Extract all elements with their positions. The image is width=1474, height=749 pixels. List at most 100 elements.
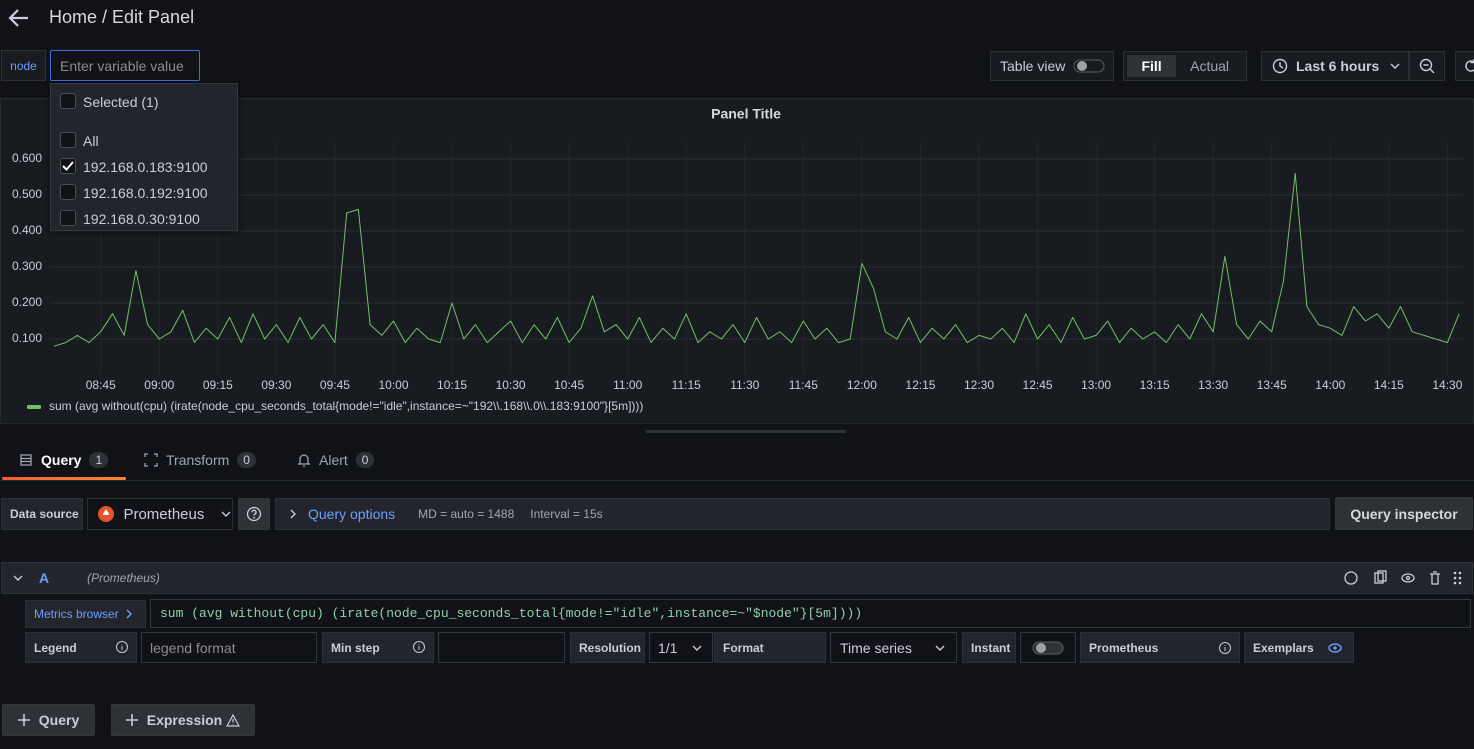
toggle[interactable] (1073, 58, 1105, 74)
query-inspector[interactable]: Query inspector (1335, 497, 1473, 530)
tabs: Query 1 Transform 0 Alert 0 (0, 446, 420, 480)
query-header: A (Prometheus) (1, 562, 1473, 594)
tab[interactable]: Query 1 (18, 452, 109, 468)
y-tick-label: 0.600 (12, 151, 42, 165)
checkbox-box (60, 93, 76, 109)
splitter[interactable] (646, 430, 846, 433)
refresh-icon (1465, 59, 1474, 72)
info-icon (413, 641, 425, 653)
chevron (692, 645, 702, 651)
query-source: (Prometheus) (87, 571, 160, 585)
zoom-out[interactable] (1409, 51, 1445, 81)
refresh[interactable] (1455, 51, 1474, 81)
y-tick-label: 0.500 (12, 187, 42, 201)
tab-count: 0 (237, 452, 256, 468)
variable-option[interactable]: All (51, 132, 237, 152)
tab[interactable]: Transform 0 (143, 452, 256, 468)
format-select[interactable]: Time series (830, 632, 957, 663)
y-tick-label: 0.300 (12, 259, 42, 273)
resolution-select[interactable]: 1/1 (649, 632, 713, 663)
option-label: 192.168.0.30:9100 (83, 211, 200, 227)
variable-option[interactable]: 192.168.0.183:9100 (51, 158, 237, 178)
min-step-input[interactable] (438, 632, 565, 663)
checkbox (60, 158, 76, 174)
add-expression[interactable]: Expression (111, 704, 255, 736)
datasource-select[interactable]: Prometheus (87, 498, 233, 530)
time-range: Last 6 hours (1296, 58, 1380, 74)
tab-count: 0 (355, 452, 375, 468)
query-editor[interactable]: sum (avg without(cpu) (irate(node_cpu_se… (150, 599, 1471, 628)
type-label: Prometheus (1080, 632, 1240, 663)
exemplars-label: Exemplars (1244, 632, 1354, 663)
format-value: Time series (840, 639, 912, 656)
prometheus-icon (98, 506, 114, 522)
icon-path (20, 454, 32, 466)
option-label: Selected (1) (83, 94, 159, 110)
chevron (126, 609, 132, 619)
y-tick-label: 0.100 (12, 331, 42, 345)
option-label: 192.168.0.183:9100 (83, 159, 208, 175)
variable-option[interactable]: 192.168.0.192:9100 (51, 184, 237, 204)
panel: Panel Title 0.100 0.200 0.300 0.400 0.500 0.6… (0, 98, 1474, 424)
clock-icon (1272, 58, 1288, 74)
add-expression-label: Expression (146, 712, 223, 728)
query-options[interactable]: Query options MD = auto = 1488 Interval … (275, 498, 1330, 530)
chevron (221, 511, 231, 517)
tab-icon (144, 453, 158, 467)
x-tick-label: 09:30 (261, 378, 291, 392)
tab-label: Alert (319, 452, 348, 468)
table-view[interactable]: Table view (990, 51, 1114, 81)
x-tick-label: 09:15 (203, 378, 233, 392)
tab-icon (20, 454, 32, 466)
selected-toggle[interactable]: Selected (1) (51, 93, 237, 113)
toggle (1032, 641, 1064, 654)
x-tick-label: 14:00 (1315, 378, 1345, 392)
series-line (53, 172, 1460, 347)
metrics-browser-label: Metrics browser (34, 607, 119, 621)
chevron (290, 509, 296, 519)
tab-label: Query (41, 452, 82, 468)
info-icon (116, 641, 128, 653)
collapse[interactable] (12, 572, 24, 584)
variable-input[interactable]: Enter variable value (50, 50, 200, 81)
checkbox-box (60, 210, 76, 226)
x-tick-label: 14:30 (1432, 378, 1462, 392)
datasource-name: Prometheus (123, 505, 205, 523)
max-data-points: MD = auto = 1488 (418, 507, 515, 521)
type-text: Prometheus (1089, 640, 1159, 655)
back-arrow[interactable] (8, 7, 30, 29)
icon-path (144, 453, 158, 467)
help-icon (246, 506, 262, 522)
metrics-browser[interactable]: Metrics browser (25, 600, 146, 628)
resolution-value: 1/1 (658, 639, 678, 656)
tab[interactable]: Alert 0 (296, 452, 375, 468)
time-picker[interactable]: Last 6 hours (1261, 51, 1409, 81)
query-actions[interactable] (1342, 570, 1472, 586)
x-tick-label: 09:00 (144, 378, 174, 392)
x-tick-label: 10:15 (437, 378, 467, 392)
variable-option[interactable]: 192.168.0.30:9100 (51, 210, 237, 230)
eye-icon[interactable] (1327, 641, 1343, 655)
fill-actual: Fill Actual (1123, 51, 1247, 81)
datasource-label: Data source (1, 498, 83, 530)
divider (0, 480, 1474, 481)
x-tick-label: 10:00 (378, 378, 408, 392)
add-query[interactable]: Query (2, 704, 95, 736)
instant-toggle[interactable] (1020, 632, 1076, 663)
option-label: 192.168.0.192:9100 (83, 185, 208, 201)
legend-label: Legend (25, 632, 137, 663)
exemplars-text: Exemplars (1253, 640, 1314, 655)
fill-button[interactable]: Fill (1127, 55, 1177, 77)
legend-swatch (27, 405, 41, 409)
x-tick-label: 13:30 (1198, 378, 1228, 392)
plus-icon (125, 714, 138, 726)
x-tick-label: 10:30 (496, 378, 526, 392)
tab-count: 1 (89, 452, 109, 468)
interval: Interval = 15s (530, 507, 603, 521)
x-tick-label: 09:45 (320, 378, 350, 392)
legend-input[interactable]: legend format (141, 632, 317, 663)
add-query-label: Query (38, 712, 80, 728)
actual-button[interactable]: Actual (1190, 58, 1230, 74)
query-ref: A (39, 570, 50, 586)
help-button[interactable] (238, 498, 270, 530)
